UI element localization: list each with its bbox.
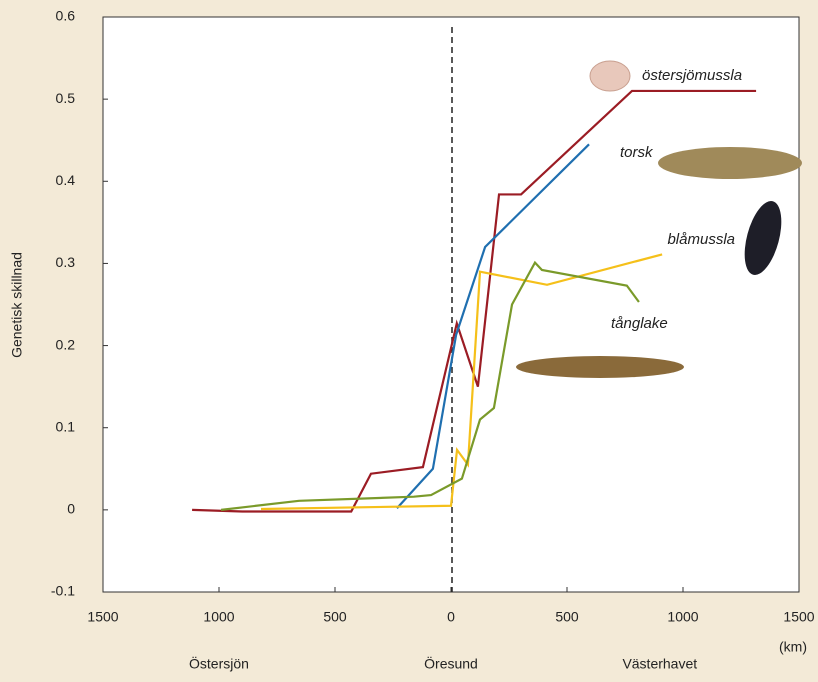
series-label: torsk	[620, 144, 654, 161]
clam-image	[590, 61, 630, 91]
cod-image	[658, 147, 802, 179]
region-label: Västerhavet	[622, 656, 697, 672]
x-tick-label: 500	[323, 609, 347, 625]
series-label: tånglake	[611, 315, 668, 332]
series-label: blåmussla	[667, 231, 735, 248]
page: Genetisk skillnad (km) 1500 1000 500 0 500 10…	[0, 0, 818, 682]
x-tick-label: 500	[555, 609, 579, 625]
y-tick-label: 0.6	[56, 8, 76, 24]
x-tick-label: 1500	[783, 609, 814, 625]
chart: Genetisk skillnad (km) 1500 1000 500 0 500 10…	[0, 0, 818, 677]
x-tick-label: 1500	[87, 609, 118, 625]
y-axis-label: Genetisk skillnad	[9, 252, 25, 358]
x-tick-label: 0	[447, 609, 455, 625]
y-tick-label: 0.3	[56, 254, 76, 270]
y-tick-label: 0.1	[56, 418, 76, 434]
region-label: Östersjön	[189, 655, 249, 672]
region-label: Öresund	[424, 655, 478, 672]
y-tick-label: 0.5	[56, 90, 76, 106]
series-label: östersjömussla	[642, 67, 742, 84]
y-tick-label: -0.1	[51, 583, 75, 599]
y-tick-label: 0.2	[56, 336, 76, 352]
x-tick-label: 1000	[203, 609, 234, 625]
y-tick-label: 0.4	[56, 172, 76, 188]
x-unit: (km)	[779, 639, 807, 655]
eelpout-image	[516, 356, 684, 378]
y-tick-label: 0	[67, 501, 75, 517]
x-tick-label: 1000	[667, 609, 698, 625]
